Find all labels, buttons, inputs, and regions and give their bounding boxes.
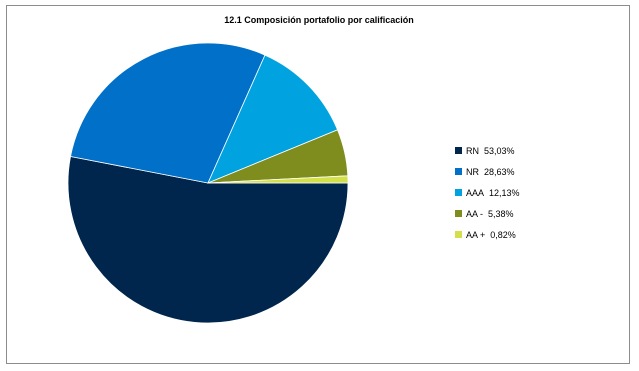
legend-label: NR: [466, 166, 479, 177]
chart-legend: RN 53,03% NR 28,63% AAA 12,13% AA - 5,38% AA + 0,…: [455, 140, 575, 245]
pie-slice-aaa-2: [207, 54, 339, 184]
legend-swatch: [455, 210, 462, 217]
chart-title: 12.1 Composición portafolio por califica…: [224, 15, 414, 25]
legend-value: 12,13%: [489, 187, 520, 198]
legend-item: AA - 5,38%: [455, 203, 575, 224]
legend-label: RN: [466, 145, 479, 156]
legend-value: 5,38%: [488, 208, 514, 219]
pie-slice-nr-1: [70, 42, 266, 184]
legend-swatch: [455, 147, 462, 154]
pie-slice-rn-0: [67, 155, 349, 324]
legend-label: AAA: [466, 187, 485, 198]
legend-swatch: [455, 189, 462, 196]
legend-value: 0,82%: [490, 229, 516, 240]
legend-swatch: [455, 231, 462, 238]
pie-chart: [67, 42, 349, 324]
legend-item: AAA 12,13%: [455, 182, 575, 203]
legend-label: AA -: [466, 208, 484, 219]
legend-item: AA + 0,82%: [455, 224, 575, 245]
chart-area: 12.1 Composición portafolio por califica…: [6, 5, 630, 364]
legend-item: RN 53,03%: [455, 140, 575, 161]
legend-value: 28,63%: [484, 166, 515, 177]
legend-label: AA +: [466, 229, 486, 240]
legend-swatch: [455, 168, 462, 175]
legend-value: 53,03%: [484, 145, 515, 156]
pie-slice-aa-4: [207, 175, 349, 184]
legend-item: NR 28,63%: [455, 161, 575, 182]
